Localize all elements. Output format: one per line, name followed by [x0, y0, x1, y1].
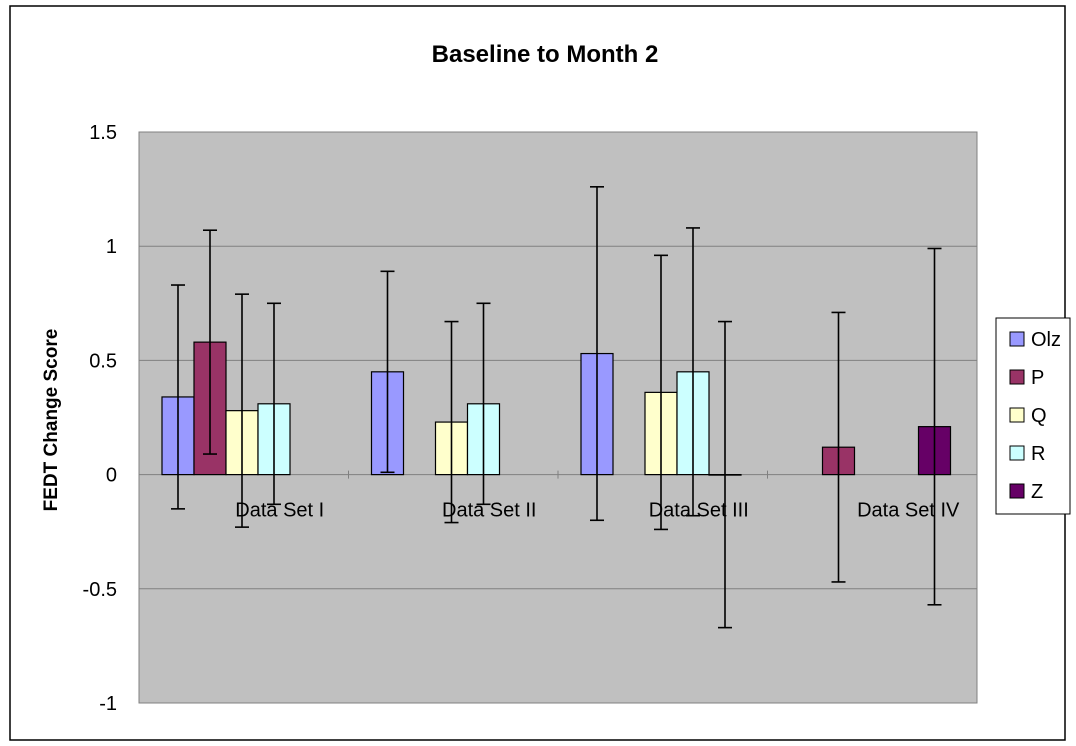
- y-tick-label: 0: [106, 465, 117, 487]
- legend-swatch-z: [1009, 483, 1025, 499]
- x-tick-label: Data Set II: [442, 500, 537, 522]
- legend-box: [995, 317, 1071, 515]
- chart-title: Baseline to Month 2: [432, 41, 659, 68]
- legend-swatch-r: [1009, 445, 1025, 461]
- y-tick-label: -0.5: [83, 579, 117, 601]
- legend-label-q: Q: [1031, 405, 1047, 427]
- y-axis-ticks: -1 -0.5 0 0.5 1 1.5: [83, 122, 117, 715]
- legend-label-r: R: [1031, 443, 1045, 465]
- y-tick-label: -1: [99, 693, 117, 715]
- y-tick-label: 1: [106, 236, 117, 258]
- y-tick-label: 0.5: [89, 350, 117, 372]
- legend-label-p: P: [1031, 367, 1044, 389]
- error-bars: [171, 186, 942, 629]
- x-axis-ticks: Data Set I Data Set II Data Set III Data Se…: [138, 470, 978, 522]
- legend-swatch-q: [1009, 407, 1025, 423]
- y-tick-label: 1.5: [89, 122, 117, 144]
- x-tick-label: Data Set III: [649, 500, 749, 522]
- legend-label-z: Z: [1031, 481, 1043, 503]
- x-tick-label: Data Set IV: [857, 500, 960, 522]
- x-tick-label: Data Set I: [235, 500, 324, 522]
- legend-swatch-p: [1009, 369, 1025, 385]
- legend-swatch-olz: [1009, 331, 1025, 347]
- legend-label-olz: Olz: [1031, 329, 1061, 351]
- y-axis-label: FEDT Change Score: [41, 329, 62, 512]
